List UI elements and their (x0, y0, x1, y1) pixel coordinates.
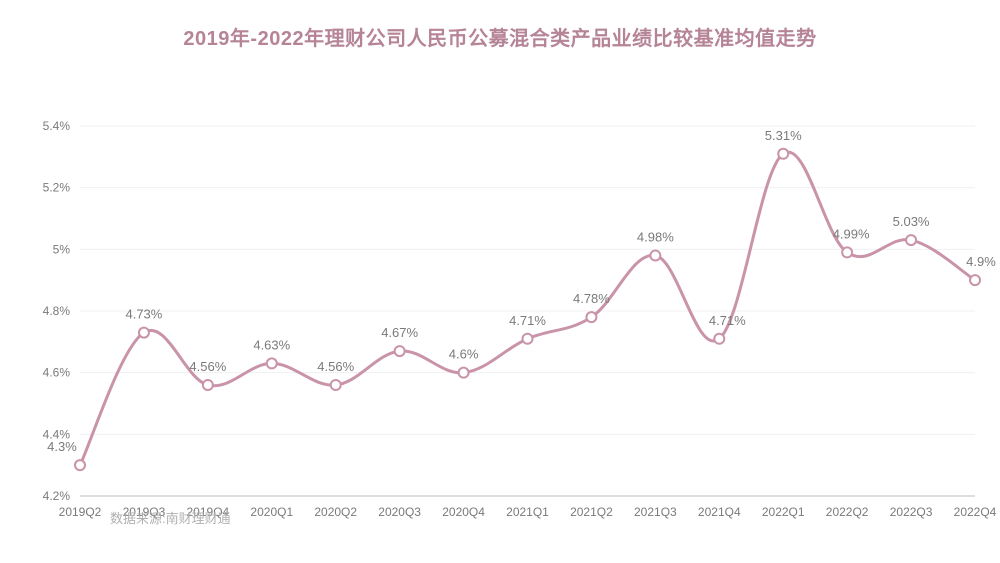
data-point (650, 251, 660, 261)
chart-title: 2019年-2022年理财公司人民币公募混合类产品业绩比较基准均值走势 (0, 0, 1000, 51)
x-tick-label: 2022Q2 (826, 505, 869, 519)
x-tick-label: 2019Q2 (59, 505, 102, 519)
data-point (778, 149, 788, 159)
data-point (139, 328, 149, 338)
data-source-label: 数据来源:南财理财通 (110, 508, 231, 527)
data-point (714, 334, 724, 344)
data-point-label: 4.71% (709, 313, 746, 328)
data-point-label: 4.73% (125, 307, 162, 322)
data-point (586, 312, 596, 322)
data-point-label: 5.03% (893, 214, 930, 229)
x-tick-label: 2020Q4 (442, 505, 485, 519)
x-tick-label: 2021Q1 (506, 505, 549, 519)
data-point (203, 380, 213, 390)
x-tick-label: 2022Q1 (762, 505, 805, 519)
y-tick-label: 4.6% (43, 366, 71, 380)
chart-area: 4.2%4.4%4.6%4.8%5%5.2%5.4%2019Q22019Q320… (0, 51, 1000, 563)
x-tick-label: 2021Q3 (634, 505, 677, 519)
data-point-label: 4.99% (833, 226, 870, 241)
data-point (523, 334, 533, 344)
y-tick-label: 5.2% (43, 181, 71, 195)
y-tick-label: 4.8% (43, 304, 71, 318)
data-point-label: 4.9% (966, 254, 996, 269)
y-tick-label: 4.2% (43, 489, 71, 503)
data-point-label: 4.67% (381, 325, 418, 340)
data-point-label: 4.71% (509, 313, 546, 328)
data-point-label: 4.6% (449, 347, 479, 362)
data-point-label: 4.98% (637, 230, 674, 245)
line-chart-svg: 4.2%4.4%4.6%4.8%5%5.2%5.4%2019Q22019Q320… (0, 51, 1000, 563)
data-point-label: 5.31% (765, 128, 802, 143)
data-point-label: 4.56% (317, 359, 354, 374)
data-point (906, 235, 916, 245)
x-tick-label: 2022Q3 (890, 505, 933, 519)
data-point (459, 368, 469, 378)
data-point (331, 380, 341, 390)
data-point (395, 346, 405, 356)
x-tick-label: 2020Q3 (378, 505, 421, 519)
series-line (80, 152, 975, 465)
x-tick-label: 2021Q2 (570, 505, 613, 519)
x-tick-label: 2020Q2 (314, 505, 357, 519)
data-point-label: 4.78% (573, 291, 610, 306)
x-tick-label: 2022Q4 (954, 505, 997, 519)
data-point (75, 460, 85, 470)
data-point (842, 247, 852, 257)
data-point (970, 275, 980, 285)
data-point-label: 4.56% (189, 359, 226, 374)
y-tick-label: 5% (53, 242, 71, 256)
y-tick-label: 5.4% (43, 119, 71, 133)
x-tick-label: 2020Q1 (250, 505, 293, 519)
data-point-label: 4.63% (253, 337, 290, 352)
x-tick-label: 2021Q4 (698, 505, 741, 519)
data-point-label: 4.3% (47, 439, 77, 454)
data-point (267, 358, 277, 368)
